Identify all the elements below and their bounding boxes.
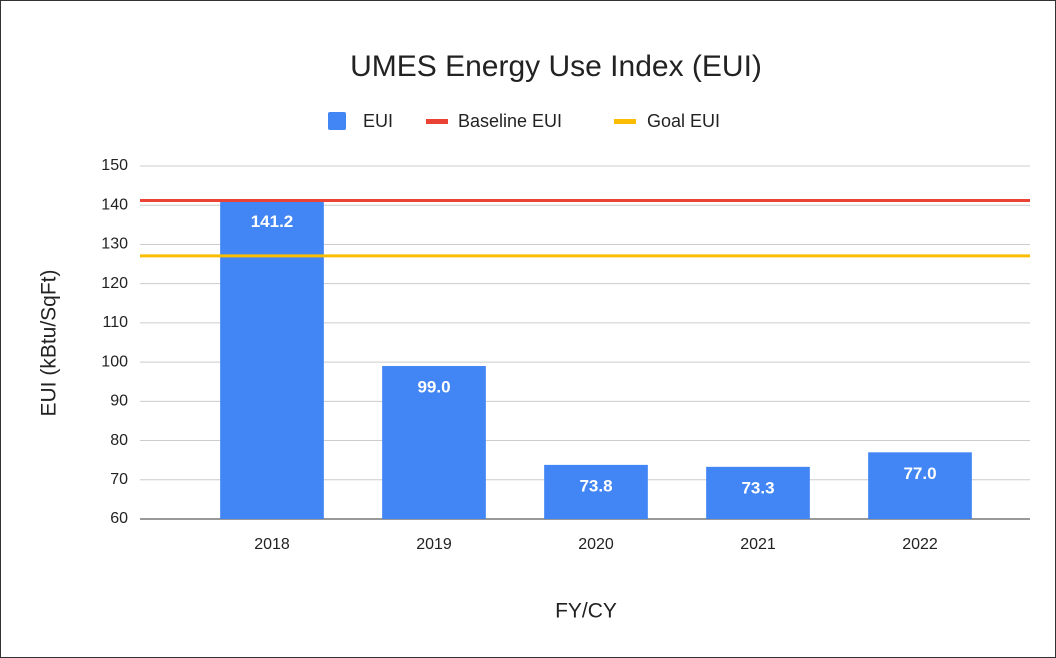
bar xyxy=(868,452,972,519)
bar xyxy=(706,466,810,519)
bar xyxy=(544,464,648,519)
y-tick-label: 150 xyxy=(101,157,128,174)
data-label: 99.0 xyxy=(417,378,450,397)
y-axis-title: EUI (kBtu/SqFt) xyxy=(38,269,61,416)
y-tick-label: 110 xyxy=(102,314,128,331)
bar xyxy=(220,200,324,519)
y-tick-label: 100 xyxy=(101,353,128,370)
legend-label: EUI xyxy=(363,111,393,131)
x-axis-title: FY/CY xyxy=(555,600,617,623)
y-tick-label: 80 xyxy=(110,432,128,449)
data-label: 73.8 xyxy=(579,476,612,495)
x-tick-label: 2021 xyxy=(740,536,776,553)
bar xyxy=(382,366,486,519)
data-label: 141.2 xyxy=(251,212,294,231)
data-label: 73.3 xyxy=(741,478,774,497)
legend-swatch xyxy=(328,112,346,130)
x-tick-label: 2018 xyxy=(254,536,290,553)
x-tick-label: 2022 xyxy=(902,536,938,553)
y-tick-label: 60 xyxy=(110,510,128,527)
y-tick-label: 140 xyxy=(101,196,128,213)
legend-swatch xyxy=(426,119,448,124)
chart-title: UMES Energy Use Index (EUI) xyxy=(350,50,762,83)
x-tick-label: 2020 xyxy=(578,536,614,553)
data-label: 77.0 xyxy=(903,464,936,483)
y-tick-label: 120 xyxy=(101,275,128,292)
x-tick-label: 2019 xyxy=(416,536,452,553)
legend-label: Goal EUI xyxy=(647,111,720,131)
legend-label: Baseline EUI xyxy=(458,111,562,131)
y-tick-label: 90 xyxy=(110,393,128,410)
legend-swatch xyxy=(614,119,636,124)
y-tick-label: 70 xyxy=(110,471,128,488)
y-tick-label: 130 xyxy=(101,236,128,253)
